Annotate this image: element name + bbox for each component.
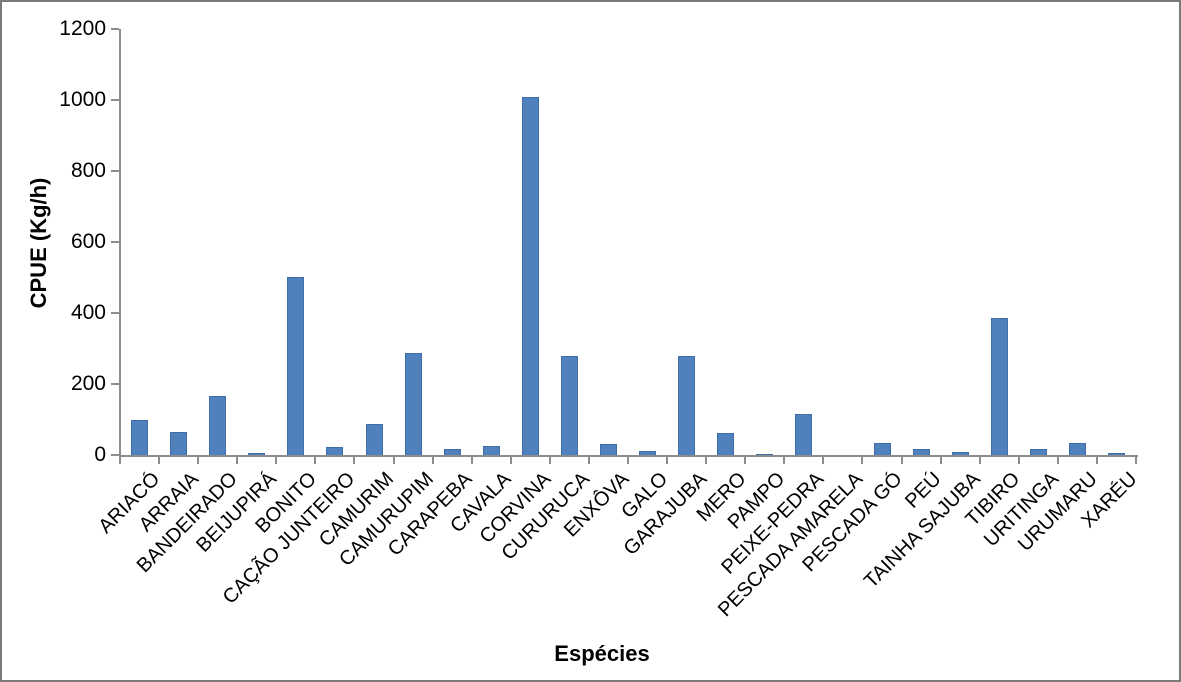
x-tick-mark (1017, 457, 1020, 464)
x-tick-mark (900, 457, 903, 464)
y-tick-label: 200 (70, 372, 106, 395)
x-axis-title: Espécies (554, 641, 650, 666)
bar (248, 453, 265, 455)
y-axis-line (119, 29, 121, 457)
x-tick-mark (158, 457, 161, 464)
bar (561, 356, 578, 455)
x-tick-mark (236, 457, 239, 464)
x-tick-mark (470, 457, 473, 464)
y-tick-mark (111, 383, 119, 385)
bar (209, 396, 226, 455)
x-tick-mark (197, 457, 200, 464)
y-tick-label: 0 (94, 443, 106, 466)
bar (444, 449, 461, 455)
y-tick-mark (111, 454, 119, 456)
bar (1030, 449, 1047, 455)
bar (600, 444, 617, 455)
y-tick-mark (111, 28, 119, 30)
bar (405, 353, 422, 455)
x-tick-mark (431, 457, 434, 464)
x-tick-mark (939, 457, 942, 464)
x-tick-mark (275, 457, 278, 464)
x-tick-mark (587, 457, 590, 464)
y-tick-mark (111, 312, 119, 314)
x-tick-mark (666, 457, 669, 464)
bar (678, 356, 695, 455)
x-tick-mark (119, 457, 121, 464)
bar (326, 447, 343, 455)
x-tick-mark (509, 457, 512, 464)
y-tick-label: 800 (70, 159, 106, 182)
bar (717, 433, 734, 455)
y-tick-label: 1000 (59, 88, 106, 111)
y-tick-label: 400 (70, 301, 106, 324)
x-tick-mark (548, 457, 551, 464)
bar (991, 318, 1008, 455)
x-tick-mark (1135, 457, 1137, 464)
y-tick-mark (111, 170, 119, 172)
bar (952, 452, 969, 455)
y-tick-label: 600 (70, 230, 106, 253)
x-axis-line (119, 455, 1138, 457)
bar (366, 424, 383, 455)
x-tick-mark (392, 457, 395, 464)
x-tick-mark (353, 457, 356, 464)
x-tick-mark (744, 457, 747, 464)
bar (170, 432, 187, 455)
bar (639, 451, 656, 455)
bar (874, 443, 891, 455)
x-tick-mark (1056, 457, 1059, 464)
bar (522, 97, 539, 455)
x-tick-mark (861, 457, 864, 464)
bar (483, 446, 500, 455)
y-tick-mark (111, 99, 119, 101)
bar (131, 420, 148, 455)
x-tick-mark (627, 457, 629, 464)
bar (287, 277, 304, 455)
x-tick-mark (978, 457, 981, 464)
y-tick-label: 1200 (59, 17, 106, 40)
bar (913, 449, 930, 455)
x-tick-mark (783, 457, 786, 464)
x-tick-mark (705, 457, 708, 464)
bar (795, 414, 812, 455)
x-tick-mark (822, 457, 825, 464)
x-tick-mark (1095, 457, 1098, 464)
bar (756, 454, 773, 455)
bar (1108, 453, 1125, 455)
x-tick-mark (314, 457, 317, 464)
bar (1069, 443, 1086, 455)
y-tick-mark (111, 241, 119, 243)
